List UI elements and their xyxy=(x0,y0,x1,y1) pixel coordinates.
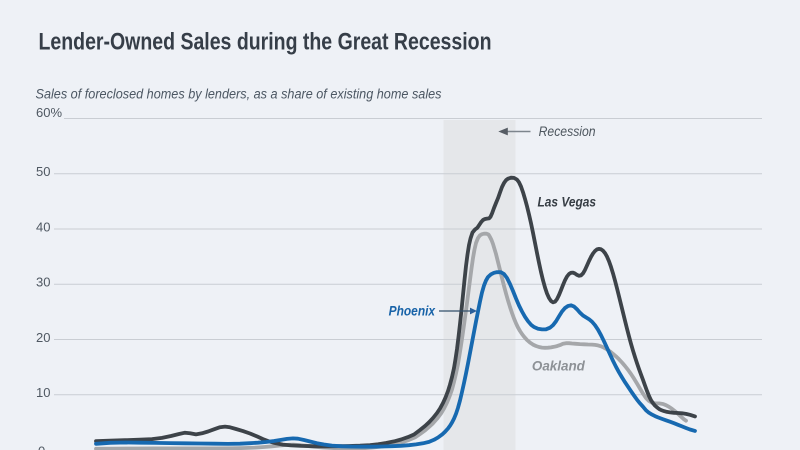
svg-text:0: 0 xyxy=(38,444,45,450)
svg-text:Oakland: Oakland xyxy=(532,358,586,373)
svg-text:30: 30 xyxy=(36,275,50,290)
svg-text:Sales of foreclosed homes by l: Sales of foreclosed homes by lenders, as… xyxy=(36,87,442,102)
svg-text:20: 20 xyxy=(36,330,50,345)
svg-text:50: 50 xyxy=(36,164,50,179)
svg-text:Lender-Owned Sales during the: Lender-Owned Sales during the Great Rece… xyxy=(39,28,492,55)
svg-text:60%: 60% xyxy=(36,105,62,120)
svg-text:Phoenix: Phoenix xyxy=(389,302,437,318)
svg-text:10: 10 xyxy=(36,385,50,400)
svg-text:40: 40 xyxy=(36,220,50,235)
svg-text:Recession: Recession xyxy=(539,123,596,139)
svg-text:Las Vegas: Las Vegas xyxy=(538,194,597,209)
